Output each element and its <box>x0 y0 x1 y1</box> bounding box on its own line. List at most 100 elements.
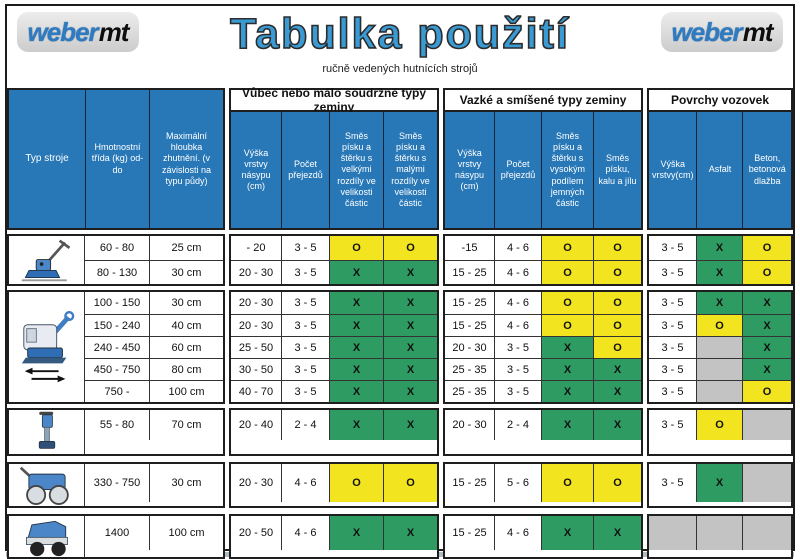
machine-info-section: 1400 100 cm <box>7 514 225 559</box>
max-depth-cell: 30 cm <box>149 292 223 314</box>
rating-cell-suitable: X <box>383 359 437 380</box>
passes-cell: 4 - 6 <box>281 464 329 502</box>
rating-cell-suitable: X <box>383 516 437 550</box>
rating-cell-suitable: X <box>541 516 593 550</box>
table-row: 750 -100 cm <box>85 380 223 402</box>
rating-cell-limited: O <box>541 261 593 284</box>
double-drum-roller-icon <box>9 464 85 506</box>
machine-info-section: 55 - 80 70 cm <box>7 408 225 456</box>
rating-cell-suitable: X <box>541 410 593 440</box>
rating-cell-suitable: X <box>329 381 383 402</box>
table-row: 150 - 240 40 cm <box>85 314 223 336</box>
rating-cell-suitable: X <box>383 315 437 336</box>
layer-height-cell: 20 - 30 <box>231 315 281 336</box>
logo-mt-text: mt <box>742 16 774 47</box>
col-header-mix-silt-clay: Směs písku, kalu a jílu <box>593 112 641 228</box>
rating-cell-unsuitable <box>742 516 791 550</box>
layer-height-cell: 25 - 50 <box>231 337 281 358</box>
rating-cell-suitable: X <box>329 315 383 336</box>
layer-height-cell: 3 - 5 <box>649 359 696 380</box>
layer-height-cell: 15 - 25 <box>445 261 494 284</box>
passes-cell: 3 - 5 <box>281 292 329 314</box>
max-depth-cell: 40 cm <box>149 315 223 336</box>
rating-cell-suitable: X <box>329 337 383 358</box>
logo-weber-text: weber <box>671 16 743 47</box>
layer-height-cell: 15 - 25 <box>445 315 494 336</box>
layer-height-cell: 3 - 5 <box>649 236 696 260</box>
rating-cell-limited: O <box>696 410 742 440</box>
layer-height-cell: 40 - 70 <box>231 381 281 402</box>
table-row <box>649 516 791 550</box>
rating-cell-suitable: X <box>329 292 383 314</box>
max-depth-cell: 30 cm <box>149 464 223 502</box>
rating-cell-limited: O <box>383 464 437 502</box>
passes-cell: 4 - 6 <box>494 236 541 260</box>
col-header-layer-height: Výška vrstvy násypu (cm) <box>231 112 281 228</box>
layer-height-cell: 3 - 5 <box>649 337 696 358</box>
max-depth-cell: 100 cm <box>149 381 223 402</box>
col-header-weight-class: Hmotnostní třída (kg) od-do <box>85 90 149 228</box>
rating-cell-suitable: X <box>593 359 641 380</box>
machine-info-section: 60 - 80 25 cm 80 - 130 30 cm <box>7 234 225 286</box>
passes-cell: 5 - 6 <box>494 464 541 502</box>
rating-cell-suitable: X <box>696 236 742 260</box>
table-row: 60 - 80 25 cm <box>85 236 223 260</box>
machine-info-header-section: Typ stroje Hmotnostní třída (kg) od-do M… <box>7 88 225 230</box>
table-row: 55 - 80 70 cm <box>85 410 223 440</box>
table-row: 240 - 450 60 cm <box>85 336 223 358</box>
col-header-mix-small-diff: Směs písku a štěrku s malými rozdíly ve … <box>383 112 437 228</box>
layer-height-cell: 20 - 30 <box>231 464 281 502</box>
rating-cell-limited: O <box>742 236 791 260</box>
page-subtitle: ručně vedených hutnících strojů <box>322 63 478 75</box>
weber-mt-logo-left: weber mt <box>17 12 139 52</box>
rating-cell-limited: O <box>383 236 437 260</box>
layer-height-cell: 3 - 5 <box>649 292 696 314</box>
col-header-layer-height: Výška vrstvy násypu (cm) <box>445 112 494 228</box>
trench-roller-icon <box>9 516 85 557</box>
passes-cell: 4 - 6 <box>494 516 541 550</box>
layer-height-cell: 3 - 5 <box>649 464 696 502</box>
rating-cell-limited: O <box>541 464 593 502</box>
layer-height-cell: 3 - 5 <box>649 410 696 440</box>
rating-cell-suitable: X <box>742 292 791 314</box>
passes-cell: 4 - 6 <box>494 261 541 284</box>
layer-height-cell: 20 - 50 <box>231 516 281 550</box>
passes-cell: 3 - 5 <box>281 381 329 402</box>
rating-cell-suitable: X <box>383 410 437 440</box>
passes-cell: 3 - 5 <box>281 359 329 380</box>
layer-height-cell: 25 - 35 <box>445 359 494 380</box>
max-depth-cell: 70 cm <box>149 410 223 440</box>
rating-cell-unsuitable <box>742 410 791 440</box>
machine-band: 100 - 150 30 cm 150 - 240 40 cm 240 - 450 60 … <box>7 290 793 404</box>
layer-height-cell: - 20 <box>231 236 281 260</box>
weber-mt-logo-right: weber mt <box>661 12 783 52</box>
table-row: 330 - 750 30 cm <box>85 464 223 502</box>
col-header-mix-large-diff: Směs písku a štěrku s velkými rozdíly ve… <box>329 112 383 228</box>
table-row: 100 - 150 30 cm <box>85 292 223 314</box>
layer-height-cell: 15 - 25 <box>445 516 494 550</box>
machine-info-section: 330 - 750 30 cm <box>7 462 225 508</box>
rating-cell-limited: O <box>329 464 383 502</box>
table-row: 80 - 130 30 cm <box>85 260 223 284</box>
layer-height-cell: -15 <box>445 236 494 260</box>
passes-cell: 2 - 4 <box>281 410 329 440</box>
rating-cell-limited: O <box>593 315 641 336</box>
page-title: Tabulka použití <box>229 9 570 59</box>
